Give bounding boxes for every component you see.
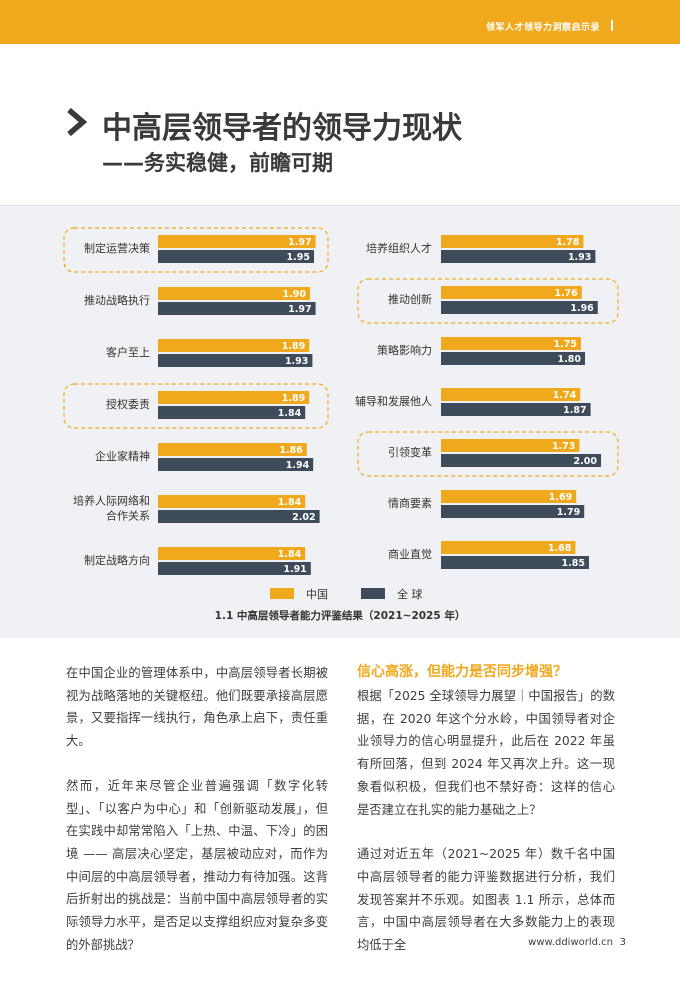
bar-global <box>158 250 314 263</box>
highlight-box <box>357 278 619 324</box>
bar-value-china: 1.97 <box>288 237 311 248</box>
bar-china <box>441 235 584 248</box>
bar-value-china: 1.69 <box>549 492 572 503</box>
bar-global <box>158 562 311 575</box>
bar-global <box>441 403 591 416</box>
legend-label-china: 中国 <box>306 588 328 601</box>
category-label: 培养组织人才 <box>366 241 432 255</box>
category-label: 客户至上 <box>106 345 150 359</box>
bar-value-global: 2.02 <box>292 512 315 523</box>
body-paragraph: 在中国企业的管理体系中，中高层领导者长期被视为战略落地的关键枢纽。他们既要承接高… <box>66 666 328 749</box>
bar-value-global: 1.93 <box>285 356 308 367</box>
bar-china <box>441 490 577 503</box>
legend-label-global: 全 球 <box>397 587 423 601</box>
bar-value-china: 1.84 <box>278 497 302 508</box>
bar-value-global: 1.94 <box>286 460 310 471</box>
chart-caption: 1.1 中高层领导者能力评鉴结果（2021~2025 年） <box>215 609 466 622</box>
header-divider <box>611 20 613 31</box>
bar-global <box>158 302 316 315</box>
bar-value-china: 1.75 <box>554 339 577 350</box>
category-label: 培养人际网络和合作关系 <box>73 494 150 523</box>
bar-global <box>158 510 320 523</box>
bar-value-global: 1.91 <box>283 564 306 575</box>
bar-global <box>441 250 596 263</box>
category-label: 推动战略执行 <box>84 293 150 307</box>
bar-value-china: 1.89 <box>282 393 305 404</box>
bar-value-china: 1.84 <box>278 549 302 560</box>
page-title: 中高层领导者的领导力现状 <box>102 111 462 146</box>
body-right-column: 信心高涨，但能力是否同步增强？ 根据「2025 全球领导力展望｜中国报告」的数据… <box>357 662 615 979</box>
bar-value-china: 1.90 <box>283 289 307 300</box>
bar-china <box>441 541 576 554</box>
bar-china <box>158 339 310 352</box>
chart-panel: 制定运营决策 1.97 1.95 推动战略执行 1.90 1.97 客户至上 1.89 1.93… <box>0 205 680 638</box>
bar-value-china: 1.73 <box>552 441 575 452</box>
bar-value-china: 1.74 <box>553 390 577 401</box>
bar-china <box>158 287 310 300</box>
bar-china <box>441 439 580 452</box>
footer-url[interactable]: www.ddiworld.cn <box>528 937 613 948</box>
bar-global <box>441 556 589 569</box>
bar-value-china: 1.89 <box>282 341 305 352</box>
bar-china <box>158 495 306 508</box>
category-label: 授权委责 <box>106 397 150 411</box>
body-left-column: 在中国企业的管理体系中，中高层领导者长期被视为战略落地的关键枢纽。他们既要承接高… <box>66 662 328 978</box>
page-subtitle: ——务实稳健，前瞻可期 <box>102 151 333 175</box>
bar-china <box>158 235 316 248</box>
page-number: 3 <box>619 937 626 948</box>
bar-global <box>441 505 585 518</box>
legend-swatch-global <box>361 588 385 599</box>
category-label: 引领变革 <box>388 445 432 459</box>
bar-global <box>158 354 313 367</box>
header-tagline: 领军人才领导力洞察启示录 <box>485 23 600 33</box>
highlight-box <box>63 227 329 273</box>
bar-china <box>441 388 581 401</box>
bar-value-china: 1.76 <box>554 288 578 299</box>
category-label: 情商要素 <box>388 496 432 510</box>
competency-bar-chart: 制定运营决策 1.97 1.95 推动战略执行 1.90 1.97 客户至上 1.89 1.93… <box>63 227 619 622</box>
bar-value-global: 1.95 <box>287 252 310 263</box>
bar-global <box>158 458 314 471</box>
bar-value-global: 1.80 <box>558 354 582 365</box>
chevron-right-icon <box>67 107 88 137</box>
body-paragraph: 根据「2025 全球领导力展望｜中国报告」的数据，在 2020 年这个分水岭，中… <box>357 689 615 817</box>
bar-china <box>158 391 310 404</box>
top-banner: 领军人才领导力洞察启示录 <box>0 0 680 44</box>
category-label: 商业直觉 <box>388 547 432 561</box>
bar-global <box>158 406 306 419</box>
category-label: 制定战略方向 <box>84 553 150 567</box>
bar-value-china: 1.78 <box>556 237 580 248</box>
bar-value-global: 1.97 <box>288 304 311 315</box>
category-label: 制定运营决策 <box>84 241 150 255</box>
bar-value-global: 1.85 <box>562 558 585 569</box>
bar-china <box>158 443 307 456</box>
bar-global <box>441 352 585 365</box>
bar-value-global: 1.79 <box>557 507 580 518</box>
category-label: 辅导和发展他人 <box>355 394 432 408</box>
bar-global <box>441 301 598 314</box>
category-label: 推动创新 <box>388 292 432 306</box>
bar-global <box>441 454 601 467</box>
bar-china <box>158 547 306 560</box>
bar-value-china: 1.68 <box>548 543 572 554</box>
body-paragraph: 然而，近年来尽管企业普遍强调「数字化转型」、「以客户为中心」和「创新驱动发展」，… <box>66 778 328 952</box>
bar-china <box>441 337 581 350</box>
highlight-box <box>357 431 619 477</box>
body-paragraph: 通过对近五年（2021~2025 年）数千名中国中高层领导者的能力评鉴数据进行分… <box>357 847 615 953</box>
category-label: 企业家精神 <box>95 449 150 463</box>
bar-value-global: 1.84 <box>278 408 302 419</box>
bar-value-global: 1.87 <box>563 405 586 416</box>
bar-china <box>441 286 582 299</box>
bar-value-global: 1.93 <box>568 252 591 263</box>
bar-value-global: 1.96 <box>570 303 594 314</box>
section-heading: 信心高涨，但能力是否同步增强？ <box>357 664 567 680</box>
bar-value-global: 2.00 <box>574 456 598 467</box>
legend-swatch-china <box>270 588 294 599</box>
bar-value-china: 1.86 <box>279 445 303 456</box>
category-label: 策略影响力 <box>377 343 432 357</box>
highlight-box <box>63 383 329 429</box>
